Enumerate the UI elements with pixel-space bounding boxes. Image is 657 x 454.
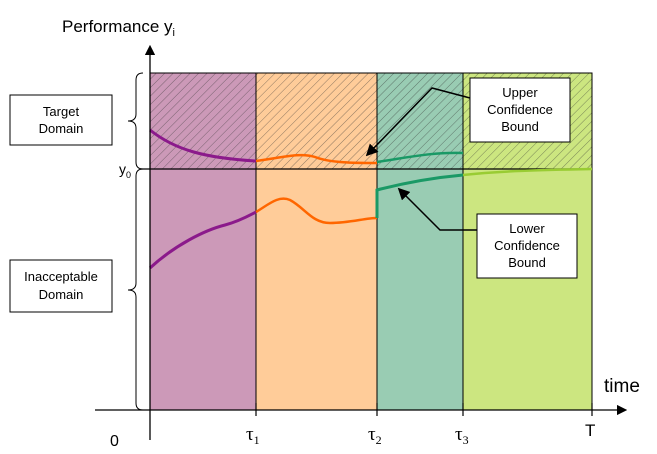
x-axis-title: time	[604, 376, 640, 397]
inacceptable-domain-line2: Domain	[39, 287, 84, 302]
inacceptable-domain-brace	[127, 168, 144, 411]
lower-curve-phase2	[255, 197, 378, 225]
upper-bound-line3: Bound	[501, 119, 539, 134]
lower-curve-phase3	[375, 173, 464, 218]
upper-curve-phase3	[376, 151, 464, 164]
y0-label: y0	[119, 161, 131, 180]
target-domain-line2: Domain	[39, 121, 84, 136]
lower-bound-line3: Bound	[508, 255, 546, 270]
lower-bound-line1: Lower	[509, 221, 545, 236]
upper-curve-phase1	[149, 128, 257, 163]
upper-bound-pointer	[365, 87, 471, 157]
inacceptable-domain-line1: Inacceptable	[24, 269, 98, 284]
upper-curve-phase2	[255, 153, 378, 165]
upper-bound-box	[469, 77, 571, 143]
lower-bound-box	[476, 213, 578, 279]
tick-label-T: T	[585, 421, 595, 440]
target-domain-box	[9, 94, 113, 146]
inacceptable-domain-box	[9, 259, 113, 313]
lower-bound-line2: Confidence	[494, 238, 560, 253]
target-domain-line1: Target	[43, 104, 80, 119]
lower-bound-pointer	[397, 187, 477, 231]
lower-curve-phase1	[148, 210, 257, 270]
lower-curve-phase4	[462, 167, 593, 177]
upper-bound-line2: Confidence	[487, 102, 553, 117]
tick-label-tau3: τ3	[455, 424, 469, 447]
tick-label-tau1: τ1	[246, 424, 260, 447]
upper-bound-line1: Upper	[502, 85, 538, 100]
origin-label: 0	[110, 433, 119, 450]
tick-label-tau2: τ2	[368, 424, 382, 447]
y-axis-title: Performance yi	[62, 17, 175, 39]
target-domain-brace	[127, 72, 144, 170]
